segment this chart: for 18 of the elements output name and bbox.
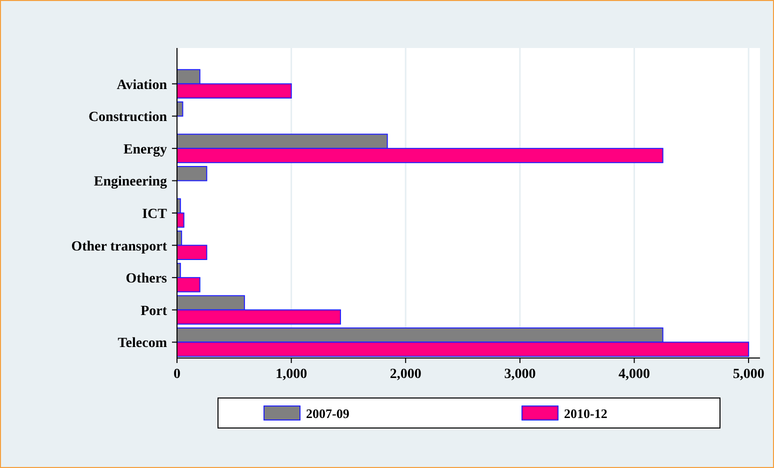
y-tick-label: Energy — [123, 142, 167, 158]
y-tick-label: Construction — [88, 110, 168, 126]
x-tick-label: 5,000 — [732, 367, 764, 382]
x-tick-label: 3,000 — [504, 367, 536, 382]
y-tick-label: Engineering — [94, 174, 167, 190]
legend-label: 2007-09 — [306, 406, 350, 421]
y-tick-label: ICT — [142, 207, 168, 222]
y-tick-label: Others — [126, 272, 168, 287]
bar — [176, 166, 208, 182]
x-tick-label: 2,000 — [390, 367, 422, 382]
x-tick-label: 4,000 — [618, 367, 650, 382]
y-tick-label: Port — [140, 304, 168, 319]
x-tick-label: 1,000 — [276, 367, 308, 382]
y-tick-label: Telecom — [118, 336, 168, 352]
x-tick-label: 0 — [174, 367, 180, 382]
legend-label: 2010-12 — [564, 406, 608, 421]
y-tick-label: Other transport — [71, 239, 168, 254]
y-tick-label: Aviation — [116, 78, 168, 93]
